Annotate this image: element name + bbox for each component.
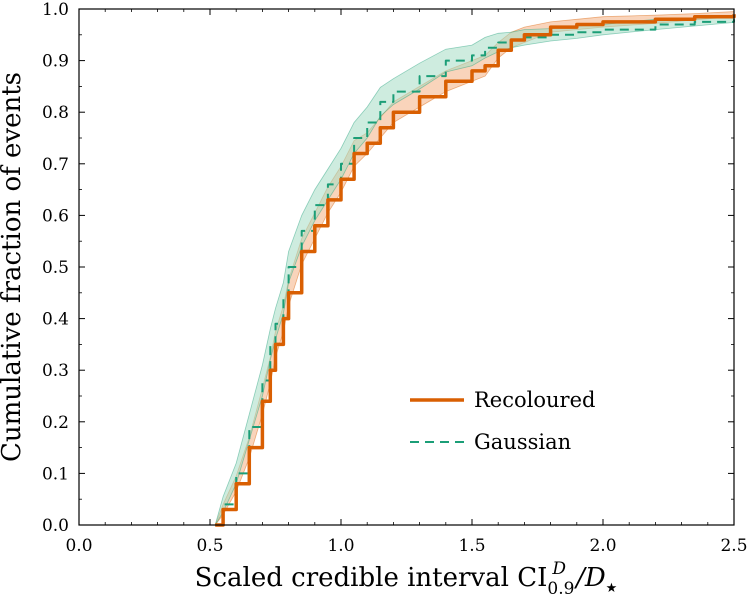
- y-tick-label: 0.2: [42, 413, 69, 433]
- x-axis-ticks: 0.0 0.5 1.0 1.5 2.0 2.5: [65, 9, 747, 556]
- y-axis-title: Cumulative fraction of events: [0, 72, 27, 462]
- y-tick-label: 0.8: [42, 103, 69, 123]
- legend: Recoloured Gaussian: [410, 388, 595, 454]
- legend-label-gaussian: Gaussian: [474, 430, 571, 454]
- x-tick-label: 2.0: [589, 536, 616, 556]
- y-tick-label: 1.0: [42, 0, 69, 20]
- x-tick-label: 0.0: [65, 536, 92, 556]
- x-tick-label: 1.0: [327, 536, 354, 556]
- x-axis-title: Scaled credible interval CI0.9D/D★: [195, 559, 618, 594]
- x-tick-label: 2.5: [720, 536, 747, 556]
- y-tick-label: 0.7: [42, 155, 69, 175]
- x-tick-label: 0.5: [196, 536, 223, 556]
- y-tick-label: 0.3: [42, 361, 69, 381]
- y-tick-label: 0.6: [42, 206, 69, 226]
- legend-label-recoloured: Recoloured: [474, 388, 595, 412]
- y-axis-ticks: 0.0 0.1 0.2 0.3 0.4 0.5 0.6 0.7 0.8 0.9 1.0: [42, 0, 734, 536]
- y-tick-label: 0.9: [42, 52, 69, 72]
- y-tick-label: 0.0: [42, 516, 69, 536]
- y-tick-label: 0.4: [42, 310, 69, 330]
- y-tick-label: 0.5: [42, 258, 69, 278]
- x-tick-label: 1.5: [458, 536, 485, 556]
- series-lines: [215, 14, 736, 527]
- y-tick-label: 0.1: [42, 464, 69, 484]
- series-line-recoloured: [215, 14, 736, 527]
